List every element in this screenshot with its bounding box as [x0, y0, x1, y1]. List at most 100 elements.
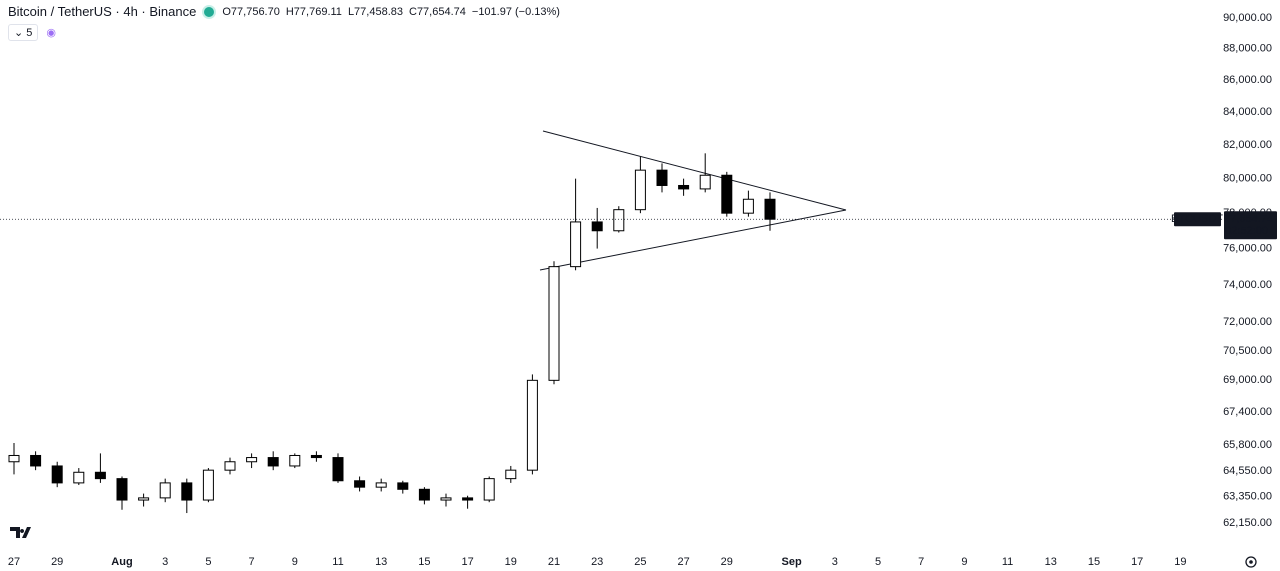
candle-body: [462, 497, 474, 501]
candle-body: [94, 471, 106, 480]
y-tick-label: 72,000.00: [1223, 316, 1272, 328]
candle-body: [310, 454, 322, 459]
candle-body: [548, 266, 560, 381]
candle-body: [267, 457, 279, 467]
candle-body: [397, 482, 409, 490]
candle-body: [634, 169, 646, 211]
x-tick-label: 27: [8, 556, 20, 568]
trendline-upper: [542, 130, 847, 211]
y-tick-label: 84,000.00: [1223, 106, 1272, 118]
candle-body: [656, 169, 668, 186]
y-tick-label: 62,150.00: [1223, 517, 1272, 529]
x-tick-label: 17: [1131, 556, 1143, 568]
candle-body: [138, 497, 150, 501]
x-tick-label: 7: [249, 556, 255, 568]
high: H77,769.11: [285, 5, 342, 18]
candle-body: [526, 379, 538, 471]
x-tick-label: 15: [418, 556, 430, 568]
candle-body: [354, 480, 366, 488]
market-status[interactable]: [202, 4, 217, 19]
candle-body: [764, 198, 776, 220]
x-tick-label: 5: [875, 556, 881, 568]
y-tick-label: 63,350.00: [1223, 491, 1272, 503]
x-tick-label: Sep: [782, 556, 802, 568]
candle-body: [246, 457, 258, 463]
y-tick-label: 64,550.00: [1223, 465, 1272, 477]
indicators-toggle[interactable]: ⌄ 5: [8, 24, 39, 41]
x-tick-label: 3: [832, 556, 838, 568]
x-tick-label: 15: [1088, 556, 1100, 568]
symbol[interactable]: Bitcoin / TetherUS · 4h · Binance: [8, 4, 197, 19]
candle-body: [699, 174, 711, 190]
settings-icon[interactable]: [1245, 556, 1257, 568]
candle-body: [289, 454, 301, 467]
y-tick-label: 76,000.00: [1223, 242, 1272, 254]
y-tick-label: 82,000.00: [1223, 139, 1272, 151]
candle-body: [440, 497, 452, 501]
y-tick-label: 86,000.00: [1223, 74, 1272, 86]
candle-body: [570, 221, 582, 268]
x-tick-label: 25: [634, 556, 646, 568]
candle-body: [51, 465, 63, 484]
price-tag: 77,654.74: [1224, 213, 1273, 225]
x-tick-label: 7: [918, 556, 924, 568]
candle-body: [30, 454, 42, 467]
candle-body: [181, 482, 193, 501]
x-tick-label: 3: [162, 556, 168, 568]
x-tick-label: 5: [205, 556, 211, 568]
x-tick-label: 29: [51, 556, 63, 568]
y-tick-label: 69,000.00: [1223, 374, 1272, 386]
candle-body: [224, 461, 236, 471]
x-tick-label: 11: [332, 556, 343, 568]
header: Bitcoin / TetherUS · 4h · Binance O77,75…: [8, 4, 560, 19]
x-tick-label: 29: [721, 556, 733, 568]
indicator-count: 5: [26, 27, 33, 39]
close: C77,654.74: [409, 5, 466, 18]
x-tick-label: 21: [548, 556, 560, 568]
x-tick-label: 17: [461, 556, 473, 568]
y-tick-label: 88,000.00: [1223, 43, 1272, 55]
candle-body: [116, 478, 128, 501]
change: −101.97 (−0.13%): [471, 5, 560, 18]
open: O77,756.70: [222, 5, 280, 18]
candle-body: [202, 469, 214, 501]
tv-logo: [10, 527, 31, 538]
x-tick-label: 9: [292, 556, 298, 568]
candle-body: [721, 174, 733, 214]
symbol-tag-bg: [1174, 212, 1221, 227]
candle-body: [742, 198, 754, 214]
x-tick-label: 9: [961, 556, 967, 568]
countdown: 02:52:00: [1225, 225, 1268, 237]
y-tick-label: 67,400.00: [1223, 406, 1272, 418]
x-tick-label: 13: [1045, 556, 1057, 568]
x-tick-label: 13: [375, 556, 387, 568]
candle-body: [8, 454, 20, 463]
y-tick-label: 90,000.00: [1223, 12, 1272, 24]
candle-body: [591, 221, 603, 232]
x-tick-label: 19: [1174, 556, 1186, 568]
candle-body: [505, 469, 517, 480]
candle-body: [678, 184, 690, 190]
candle-body: [375, 482, 387, 488]
x-tick-label: 23: [591, 556, 603, 568]
x-tick-label: 19: [505, 556, 517, 568]
candle-body: [613, 209, 625, 232]
candle-body: [418, 488, 430, 501]
trendline-lower: [539, 209, 847, 271]
candle-body: [483, 478, 495, 501]
candle-body: [159, 482, 171, 499]
x-tick-label: 27: [677, 556, 689, 568]
symbol-tag: BTCUSDT: [1171, 213, 1223, 225]
low: L77,458.83: [347, 5, 403, 18]
x-tick-label: 11: [1002, 556, 1013, 568]
candle-body: [332, 457, 344, 482]
y-tick-label: 74,000.00: [1223, 279, 1272, 291]
loading-icon: ◉: [46, 27, 57, 39]
y-tick-label: 65,800.00: [1223, 439, 1272, 451]
price-tag-bg: [1224, 211, 1277, 240]
y-tick-label: 70,500.00: [1223, 345, 1272, 357]
x-tick-label: Aug: [111, 556, 132, 568]
candle-body: [73, 471, 85, 484]
